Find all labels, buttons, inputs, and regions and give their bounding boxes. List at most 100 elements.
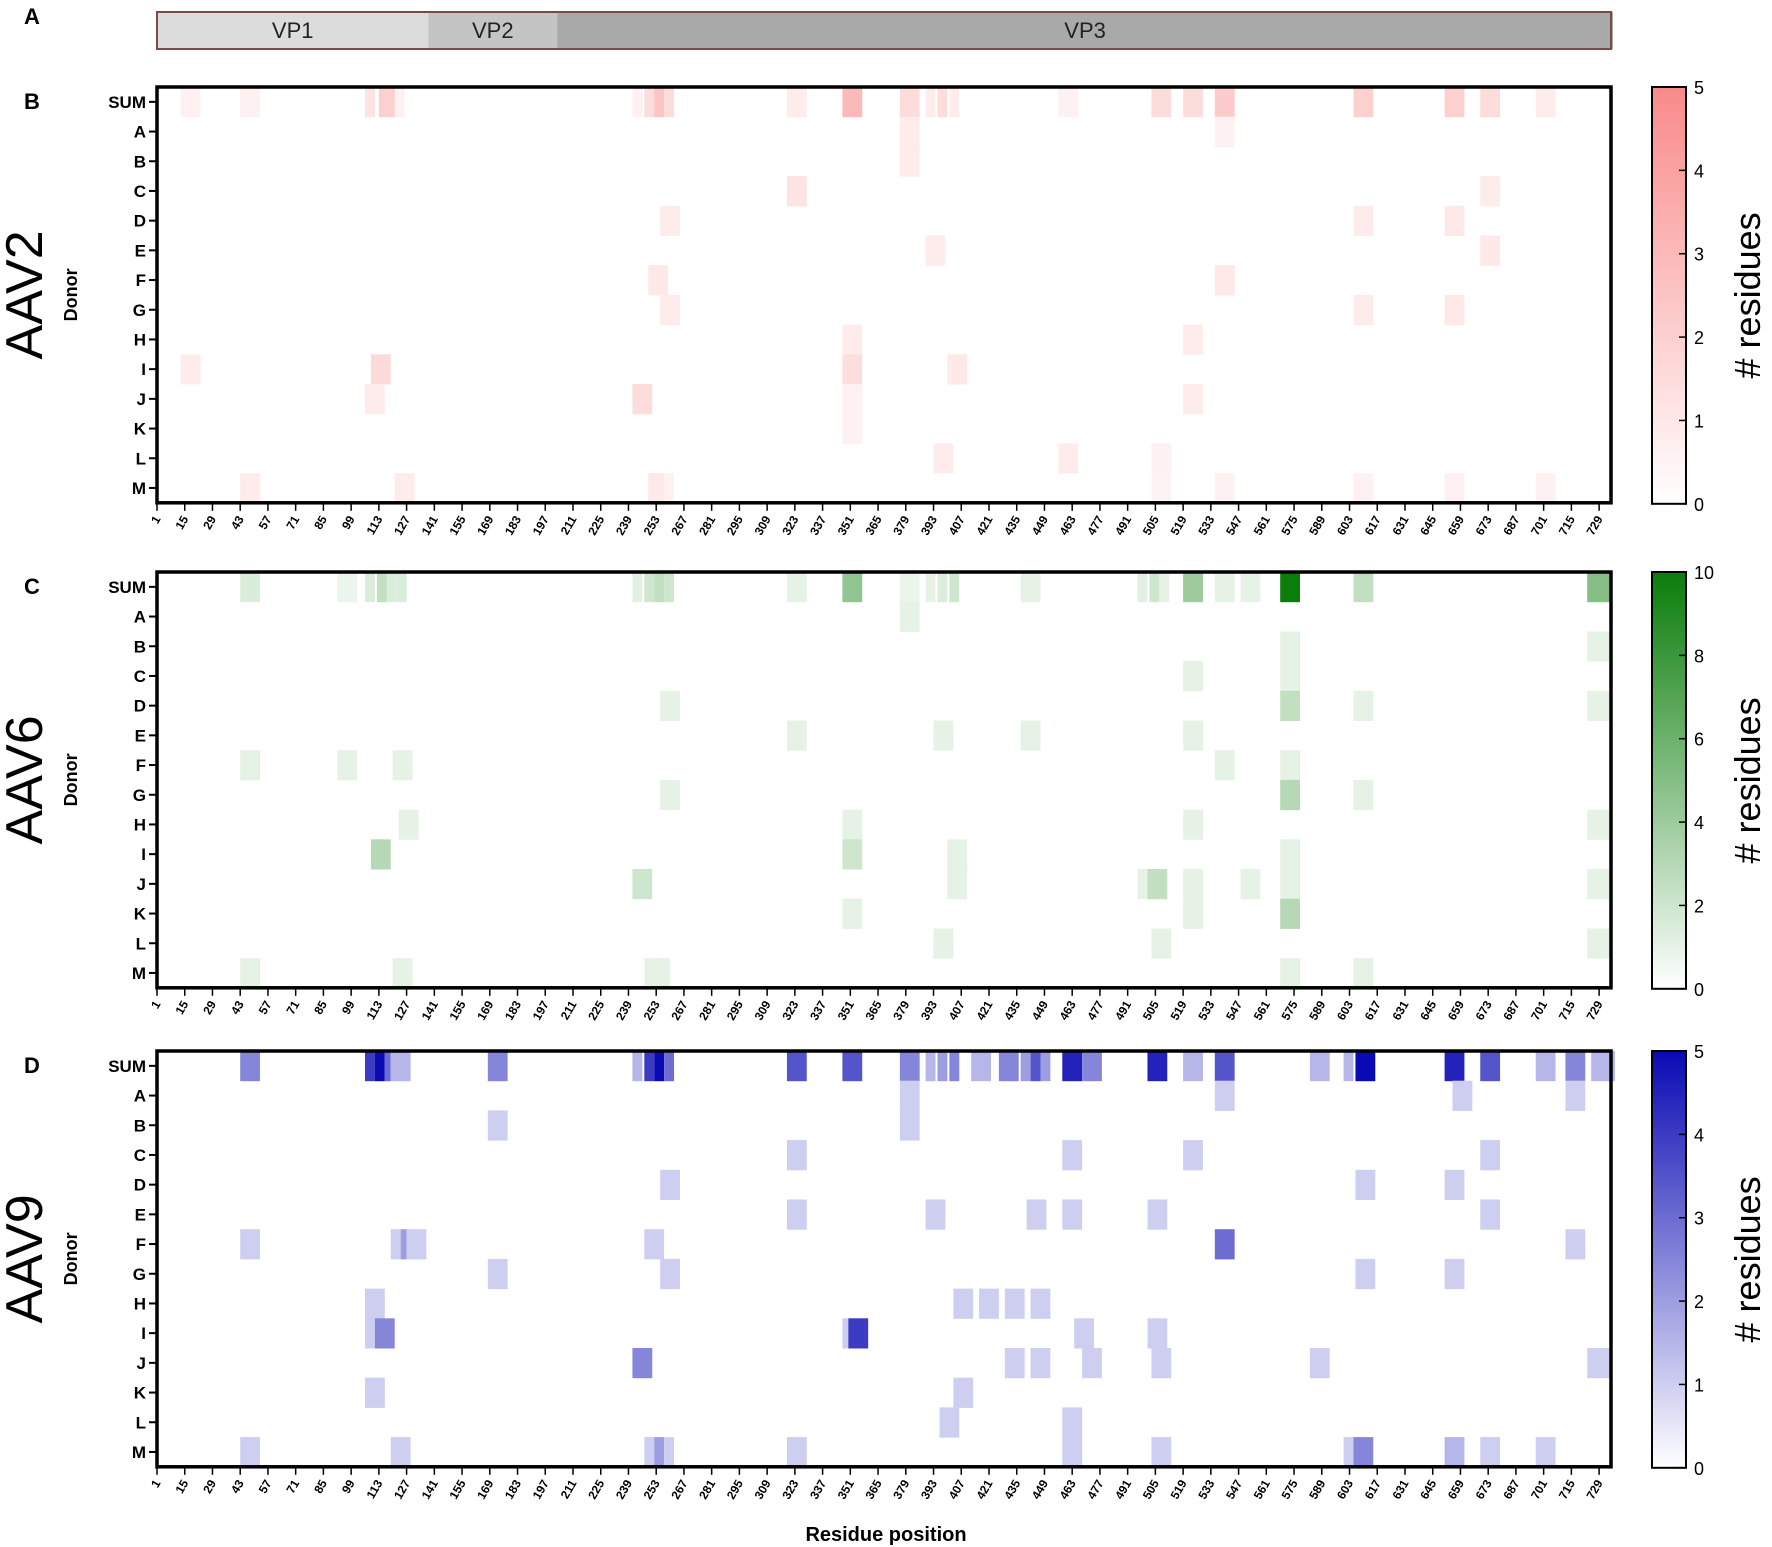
heatmap-cell	[240, 1437, 261, 1468]
heatmap-cell	[786, 720, 807, 751]
heatmap-cell	[1183, 1140, 1203, 1171]
heatmap-cell	[1280, 690, 1300, 721]
heatmap-cell	[1151, 473, 1172, 504]
x-tick-label: 253	[641, 998, 663, 1023]
heatmap-cell	[1030, 1051, 1041, 1082]
x-tick-label: 1	[148, 998, 164, 1011]
heatmap-cell	[1214, 1080, 1235, 1111]
heatmap-cell	[384, 1051, 391, 1082]
x-tick-label: 491	[1112, 998, 1134, 1023]
heatmap-cell	[1444, 1258, 1465, 1290]
heatmap-cell	[953, 1288, 974, 1319]
x-tick-label: 99	[339, 1477, 358, 1496]
heatmap-cell	[654, 87, 665, 118]
heatmap-cell	[786, 87, 807, 118]
x-tick-label: 589	[1306, 513, 1328, 538]
heatmap-cell	[1026, 1199, 1047, 1230]
heatmap-cell	[933, 443, 954, 474]
x-tick-label: 99	[339, 998, 358, 1017]
heatmap-cell	[1587, 1348, 1611, 1379]
heatmap-cell	[937, 572, 948, 603]
row-label: M	[132, 479, 146, 498]
heatmap-cell	[1240, 572, 1261, 603]
heatmap-cell	[971, 1051, 991, 1082]
x-tick-label: 561	[1251, 998, 1273, 1023]
x-tick-label: 281	[696, 1477, 718, 1502]
colorbar-tick-label: 2	[1694, 328, 1704, 348]
x-tick-label: 449	[1029, 513, 1051, 538]
row-label: B	[134, 152, 146, 171]
heatmap-cell	[1151, 1348, 1172, 1379]
row-label: C	[134, 182, 146, 201]
heatmap-cell	[1535, 1437, 1556, 1468]
x-tick-label: 211	[558, 513, 580, 537]
x-tick-label: 379	[890, 513, 912, 538]
row-label: L	[136, 1413, 146, 1432]
heatmap-cell	[398, 809, 419, 840]
colorbar-tick-label: 1	[1694, 411, 1704, 431]
x-tick-label: 323	[779, 1477, 801, 1502]
x-tick-label: 421	[973, 1477, 995, 1502]
x-tick-label: 491	[1112, 1477, 1134, 1502]
x-tick-label: 57	[256, 998, 275, 1017]
heatmap-cell	[925, 572, 936, 603]
heatmap-cell	[364, 1318, 375, 1349]
heatmap-cell	[786, 1199, 807, 1230]
heatmap-cell	[1480, 1437, 1501, 1468]
x-tick-label: 85	[311, 998, 330, 1017]
x-tick-label: 519	[1168, 1477, 1190, 1502]
x-tick-label: 477	[1084, 998, 1106, 1023]
heatmap-cell	[1159, 572, 1170, 603]
x-tick-label: 589	[1306, 1477, 1328, 1502]
x-tick-label: 407	[946, 1477, 968, 1502]
colorbar-label: # residues	[1727, 697, 1768, 863]
heatmap-cell	[979, 1288, 999, 1319]
x-tick-label: 15	[173, 998, 192, 1017]
vp-segment-label: VP1	[272, 18, 314, 43]
vp-segment-label: VP3	[1064, 18, 1106, 43]
row-label: G	[133, 301, 146, 320]
row-label: F	[136, 1235, 146, 1254]
heatmap-cell	[337, 750, 358, 781]
x-tick-label: 505	[1140, 513, 1162, 538]
heatmap-cell	[1040, 1051, 1051, 1082]
heatmap-cell	[1004, 1348, 1025, 1379]
heatmap-cell	[660, 690, 680, 721]
heatmap-cell	[1444, 1169, 1465, 1200]
heatmap-cell	[1480, 176, 1501, 207]
x-tick-label: 449	[1029, 1477, 1051, 1502]
heatmap-cell	[842, 839, 863, 870]
x-tick-label: 253	[641, 1477, 663, 1502]
heatmap-cell	[632, 869, 653, 900]
heatmap-cell	[648, 473, 669, 504]
heatmap-cell	[1587, 809, 1611, 840]
row-label: E	[135, 1205, 146, 1224]
heatmap-cell	[1214, 116, 1235, 147]
colorbar-tick-label: 4	[1694, 1125, 1704, 1145]
heatmap-cell	[1480, 1140, 1501, 1171]
x-tick-label: 113	[364, 1477, 386, 1501]
heatmap-cell	[1535, 1051, 1556, 1082]
x-tick-label: 687	[1500, 998, 1522, 1023]
x-tick-label: 71	[283, 1477, 302, 1496]
heatmap-cell	[240, 473, 261, 504]
heatmap-cell	[364, 1377, 385, 1408]
heatmap-cell	[1452, 1080, 1473, 1111]
heatmap-cell	[654, 1051, 665, 1082]
heatmap-cell	[1280, 631, 1300, 662]
heatmap-cell	[1591, 1051, 1615, 1082]
heatmap-cell	[390, 1051, 411, 1082]
row-label: SUM	[108, 1057, 146, 1076]
heatmap-cell	[1062, 1199, 1083, 1230]
heatmap-cell	[842, 1051, 863, 1082]
heatmap-cell	[1480, 1051, 1501, 1082]
x-tick-label: 379	[890, 998, 912, 1023]
colorbar-tick-label: 5	[1694, 1042, 1704, 1062]
heatmap-cell	[939, 1407, 960, 1438]
heatmap-cell	[1149, 572, 1160, 603]
x-tick-label: 57	[256, 513, 275, 532]
heatmap-cell	[1353, 205, 1374, 236]
x-tick-label: 645	[1417, 1477, 1439, 1502]
heatmap-cell	[1240, 869, 1261, 900]
heatmap-cell	[1151, 87, 1172, 118]
